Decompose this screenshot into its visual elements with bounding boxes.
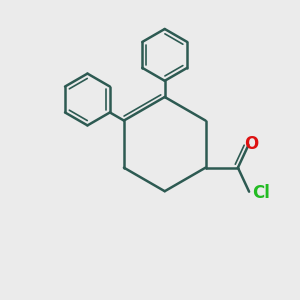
Text: O: O bbox=[244, 134, 258, 152]
Text: Cl: Cl bbox=[252, 184, 270, 202]
